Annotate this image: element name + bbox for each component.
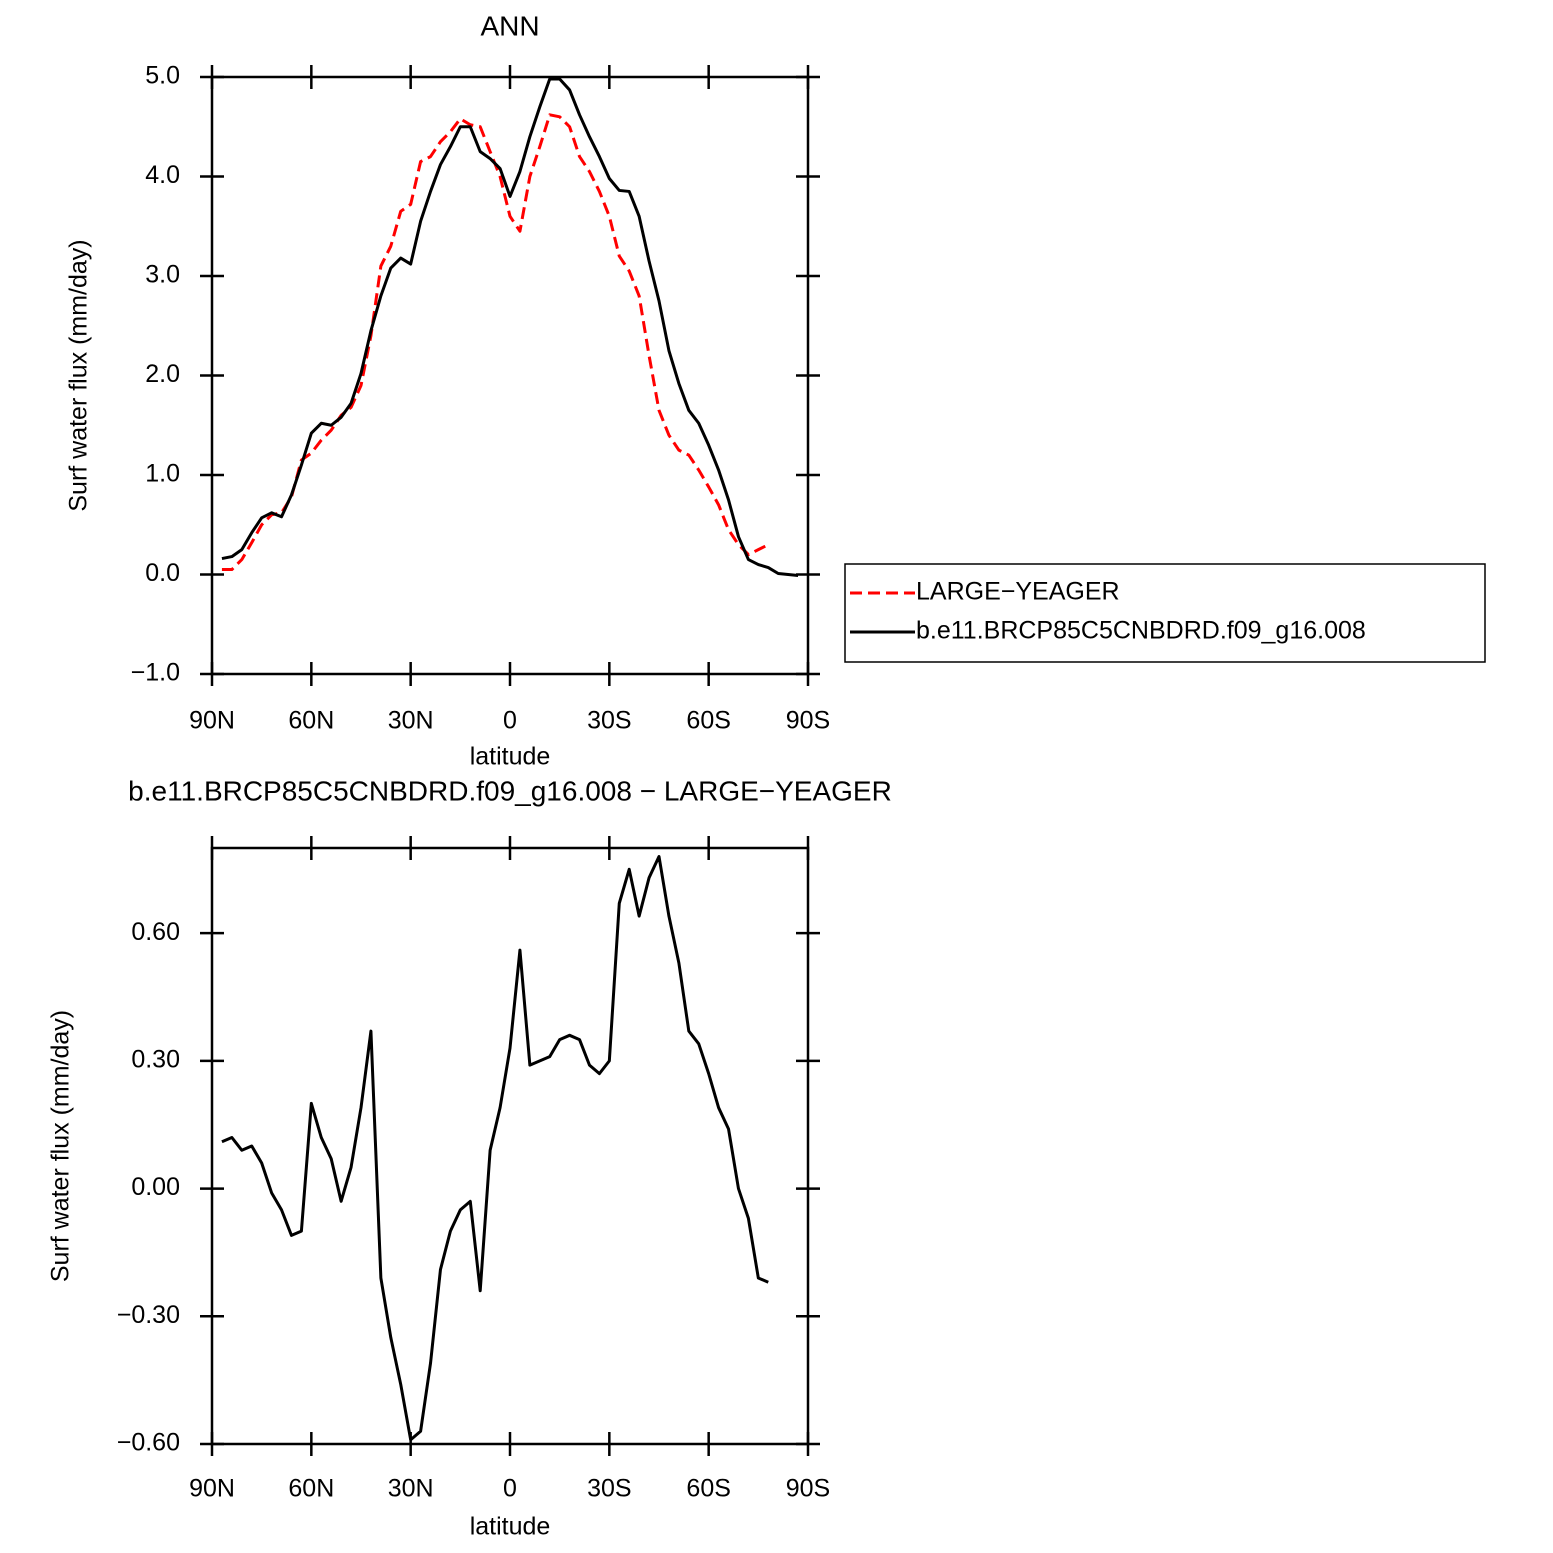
y-tick-label: 2.0	[145, 360, 180, 388]
legend-label: b.e11.BRCP85C5CNBDRD.f09_g16.008	[916, 617, 1366, 645]
y-tick-label: −1.0	[131, 659, 180, 687]
x-tick-label: 0	[503, 707, 517, 735]
y-axis-label: Surf water flux (mm/day)	[65, 239, 93, 511]
chart-title: b.e11.BRCP85C5CNBDRD.f09_g16.008 − LARGE…	[128, 775, 892, 806]
data-line	[221, 855, 769, 1442]
legend-box	[844, 563, 1486, 663]
x-tick-label: 30S	[587, 1475, 631, 1503]
y-tick-label: −0.30	[117, 1301, 180, 1329]
y-tick-label: 0.00	[131, 1173, 180, 1201]
y-tick-label: −0.60	[117, 1429, 180, 1457]
plot-frame	[210, 75, 810, 676]
x-tick-label: 30S	[587, 707, 631, 735]
y-tick-label: 3.0	[145, 261, 180, 289]
y-tick-label: 0.30	[131, 1045, 180, 1073]
data-line	[221, 113, 769, 572]
x-tick-label: 60S	[686, 1475, 730, 1503]
legend-label: LARGE−YEAGER	[916, 578, 1120, 606]
x-tick-label: 0	[503, 1475, 517, 1503]
y-tick-label: 1.0	[145, 460, 180, 488]
x-tick-label: 60N	[288, 707, 334, 735]
x-axis-label: latitude	[470, 1513, 551, 1541]
y-tick-label: 0.60	[131, 918, 180, 946]
data-line	[221, 77, 799, 577]
x-tick-label: 60S	[686, 707, 730, 735]
chart-title: ANN	[480, 10, 539, 41]
y-tick-label: 4.0	[145, 161, 180, 189]
x-tick-label: 30N	[388, 707, 434, 735]
y-tick-label: 0.0	[145, 559, 180, 587]
x-axis-label: latitude	[470, 743, 551, 771]
x-tick-label: 90S	[786, 1475, 830, 1503]
x-tick-label: 30N	[388, 1475, 434, 1503]
y-axis-label: Surf water flux (mm/day)	[47, 1010, 75, 1282]
x-tick-label: 90N	[189, 1475, 235, 1503]
x-tick-label: 60N	[288, 1475, 334, 1503]
plot-frame	[210, 846, 810, 1446]
y-tick-label: 5.0	[145, 62, 180, 90]
x-tick-label: 90S	[786, 707, 830, 735]
x-tick-label: 90N	[189, 707, 235, 735]
